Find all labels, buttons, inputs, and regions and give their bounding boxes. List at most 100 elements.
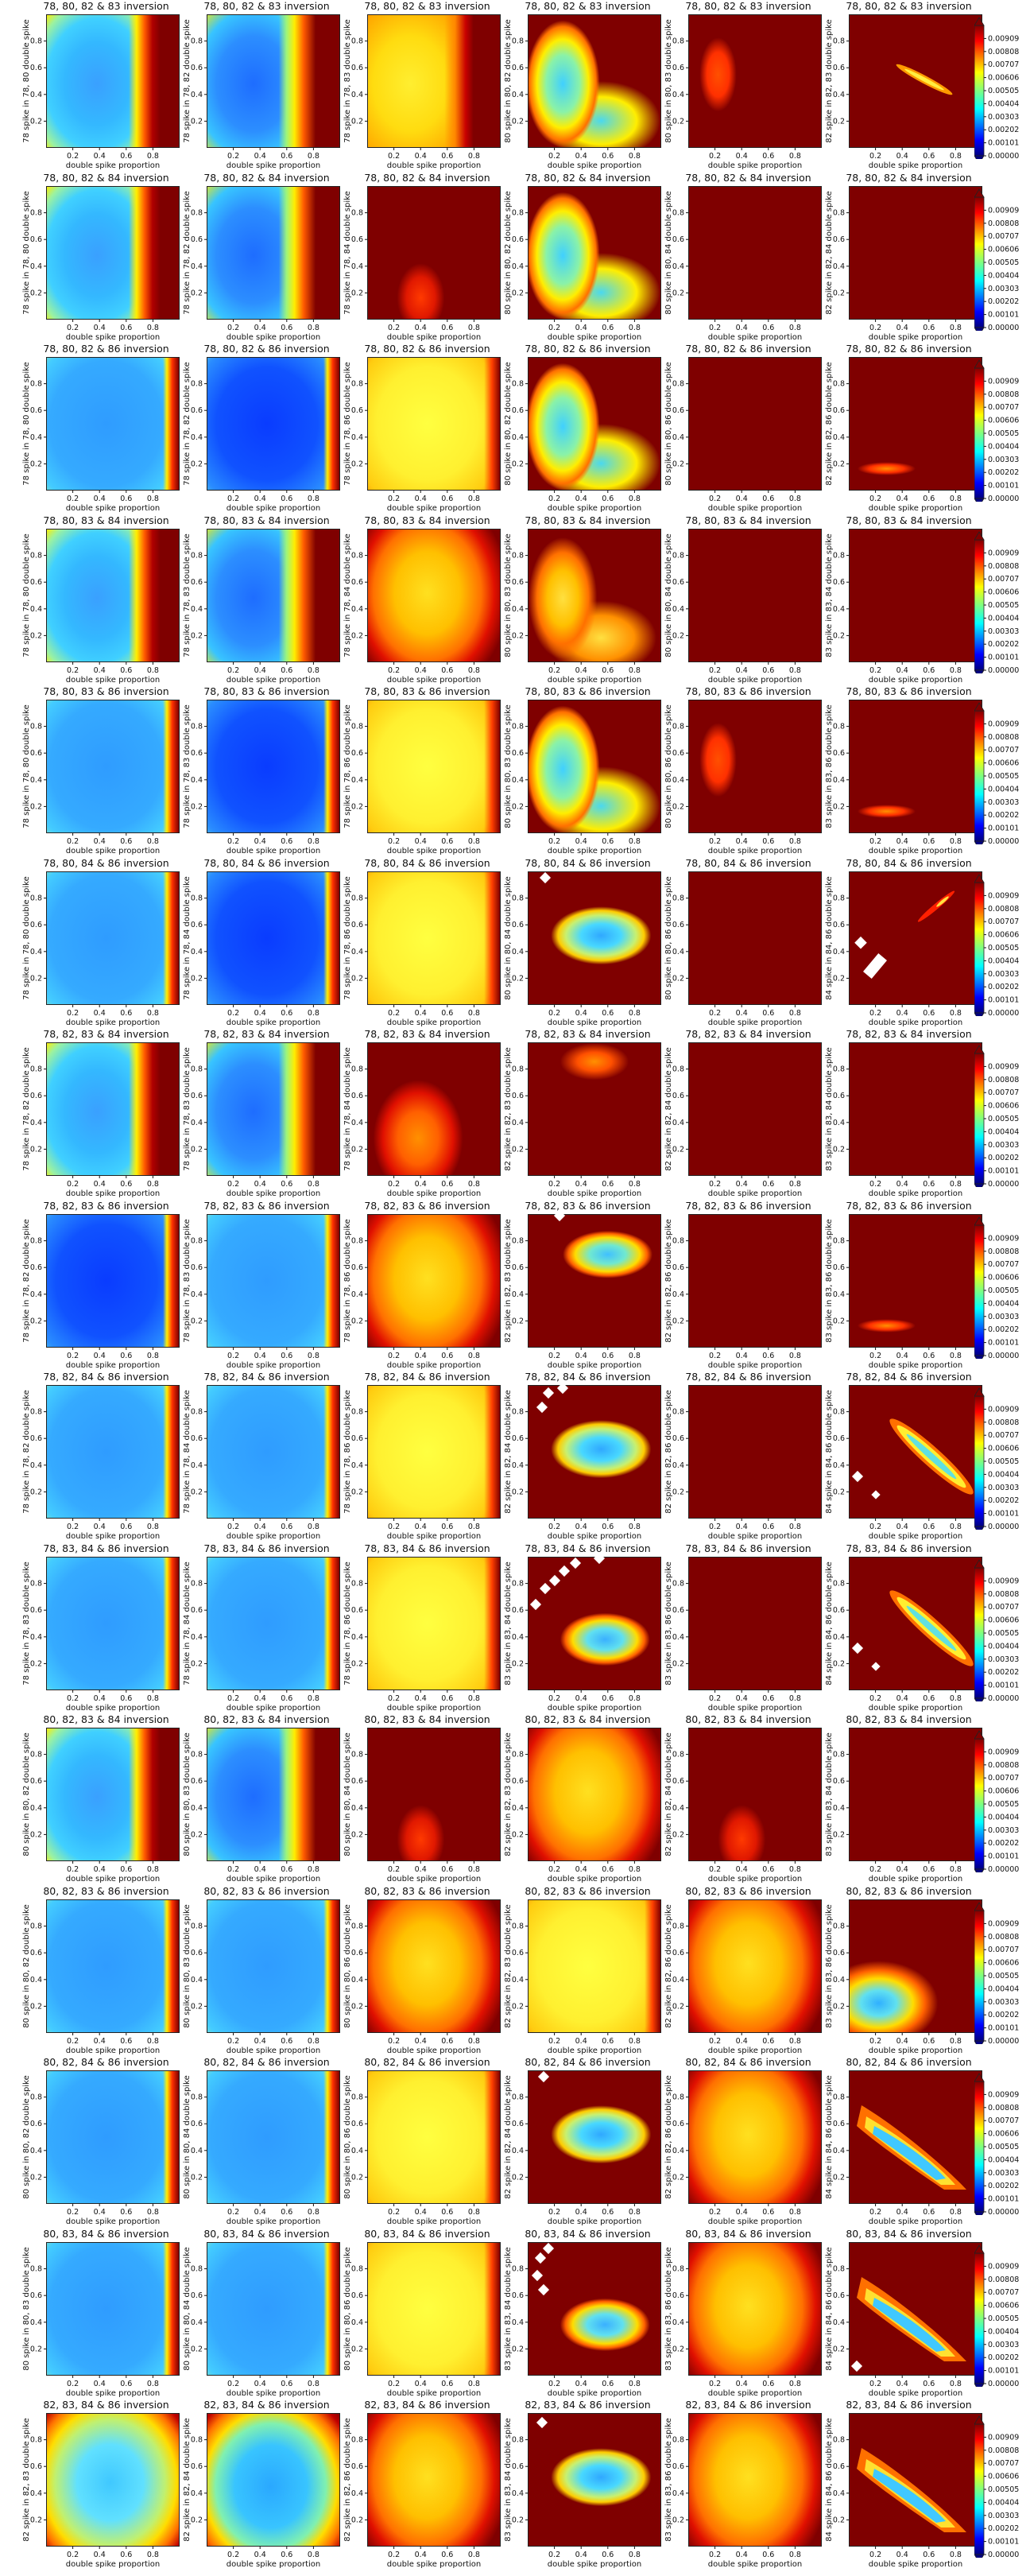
x-tick-label: 0.6	[602, 2380, 614, 2388]
colorbar-tick-label: 0.00606	[988, 1787, 1019, 1796]
y-tick-label: 0.6	[30, 749, 42, 758]
y-tick-label: 0.6	[512, 1949, 524, 1957]
y-tick-label: 0.8	[351, 208, 363, 217]
y-tick-label: 0.4	[351, 2147, 363, 2155]
x-tick-label: 0.4	[575, 2551, 587, 2559]
x-tick-label: 0.6	[281, 2380, 292, 2388]
x-tick-label: 0.2	[548, 1352, 560, 1360]
y-axis-label: 78 spike in 78, 86 double spike	[343, 1219, 352, 1342]
x-tick-label: 0.2	[869, 2208, 881, 2217]
x-axis-label: double spike proportion	[387, 161, 481, 170]
colorbar-tick-label: 0.00808	[988, 733, 1019, 742]
y-tick-label: 0.4	[351, 776, 363, 785]
y-axis-label: 78 spike in 78, 84 double spike	[183, 1390, 192, 1513]
x-axis-label: double spike proportion	[387, 2217, 481, 2226]
x-tick-label: 0.8	[629, 1694, 641, 1703]
y-tick-label: 0.6	[191, 1263, 203, 1272]
x-tick-label: 0.2	[548, 2037, 560, 2046]
colorbar-svg: 0.00909 0.00808 0.00707 0.00606 0.00505 0.004…	[974, 17, 1019, 165]
y-axis-label: 82 spike in 82, 86 double spike	[664, 1904, 673, 2027]
colorbar-tick-label: 0.00707	[988, 2288, 1019, 2297]
y-axis-label: 82 spike in 82, 83 double spike	[504, 1047, 513, 1170]
x-tick-label: 0.2	[388, 837, 400, 846]
y-tick-label: 0.6	[30, 406, 42, 415]
y-tick-label: 0.2	[672, 1830, 684, 1839]
panel-title: 80, 82, 83 & 86 inversion	[364, 1884, 490, 1897]
colorbar-tick-label: 0.00303	[988, 1997, 1019, 2006]
y-tick-label: 0.4	[351, 433, 363, 442]
x-tick-label: 0.4	[736, 1694, 748, 1703]
colorbar-tick-label: 0.00303	[988, 2340, 1019, 2349]
y-tick-label: 0.8	[512, 208, 524, 217]
x-axis-label: double spike proportion	[869, 2217, 962, 2226]
heatmap-panel: 78, 80, 82 & 84 inversion 0.2 0.2 0.4 0.4 0.6…	[183, 172, 342, 342]
y-tick-label: 0.6	[833, 2291, 845, 2300]
panel-title: 78, 80, 82 & 86 inversion	[43, 343, 169, 355]
x-tick-label: 0.6	[441, 2380, 453, 2388]
x-axis-label: double spike proportion	[66, 1189, 160, 1198]
colorbar-tick-label: 0.00606	[988, 759, 1019, 768]
x-axis-label: double spike proportion	[66, 1704, 160, 1713]
y-axis-label: 84 spike in 84, 86 double spike	[825, 2247, 834, 2370]
x-axis-label: double spike proportion	[548, 2046, 641, 2055]
y-tick-label: 0.6	[191, 64, 203, 72]
y-tick-label: 0.2	[351, 2173, 363, 2182]
y-tick-label: 0.6	[351, 1606, 363, 1615]
x-axis-label: double spike proportion	[548, 1875, 641, 1884]
y-tick-label: 0.8	[833, 380, 845, 389]
y-tick-label: 0.6	[191, 1777, 203, 1786]
x-tick-label: 0.2	[709, 1009, 721, 1018]
colorbar-svg: 0.00909 0.00808 0.00707 0.00606 0.00505 0.004…	[974, 1901, 1019, 2050]
colorbar: 0.00909 0.00808 0.00707 0.00606 0.00505 0.004…	[974, 1542, 1030, 1707]
y-tick-label: 0.6	[30, 1263, 42, 1272]
x-tick-label: 0.4	[575, 495, 587, 503]
heatmap-area	[528, 1728, 661, 1861]
y-tick-label: 0.8	[672, 551, 684, 560]
x-tick-label: 0.4	[415, 495, 427, 503]
y-tick-label: 0.4	[833, 2147, 845, 2155]
x-tick-label: 0.4	[254, 324, 266, 332]
colorbar-tick-label: 0.00707	[988, 232, 1019, 241]
y-tick-label: 0.6	[672, 1949, 684, 1957]
y-tick-label: 0.2	[833, 460, 845, 468]
x-tick-label: 0.8	[950, 152, 962, 161]
x-tick-label: 0.2	[388, 2037, 400, 2046]
x-tick-label: 0.4	[94, 2551, 106, 2559]
x-axis-label: double spike proportion	[869, 1361, 962, 1370]
x-tick-label: 0.2	[548, 1694, 560, 1703]
x-tick-label: 0.6	[441, 1694, 453, 1703]
panel-title: 78, 80, 84 & 86 inversion	[43, 856, 169, 869]
y-axis-label: 80 spike in 80, 86 double spike	[343, 1904, 352, 2027]
y-axis-label: 80 spike in 80, 83 double spike	[504, 704, 513, 828]
heatmap-area	[688, 1042, 822, 1176]
x-tick-label: 0.4	[94, 152, 106, 161]
y-tick-label: 0.4	[191, 262, 203, 270]
x-tick-label: 0.4	[254, 1865, 266, 1874]
colorbar-tick-label: 0.00000	[988, 1865, 1019, 1872]
heatmap-area	[46, 1385, 180, 1519]
panel-title: 78, 82, 83 & 84 inversion	[685, 1028, 811, 1040]
colorbar-tick-label: 0.00808	[988, 1589, 1019, 1598]
x-tick-label: 0.6	[762, 1865, 774, 1874]
x-axis-label: double spike proportion	[66, 2046, 160, 2055]
colorbar: 0.00909 0.00808 0.00707 0.00606 0.00505 0.004…	[974, 2228, 1030, 2392]
y-tick-label: 0.6	[672, 1263, 684, 1272]
heatmap-panel: 78, 80, 83 & 84 inversion 0.2 0.2 0.4 0.4 0.6…	[825, 514, 984, 685]
y-tick-label: 0.6	[512, 1434, 524, 1443]
x-tick-label: 0.8	[308, 1523, 319, 1531]
y-tick-label: 0.6	[833, 1092, 845, 1100]
y-tick-label: 0.8	[512, 2264, 524, 2273]
x-tick-label: 0.6	[281, 666, 292, 675]
x-axis-label: double spike proportion	[227, 1532, 320, 1541]
heatmap-panel: 78, 82, 83 & 86 inversion 0.2 0.2 0.4 0.4 0.6…	[183, 1200, 342, 1370]
x-axis-label: double spike proportion	[66, 2560, 160, 2569]
colorbar-tick-label: 0.00505	[988, 772, 1019, 781]
y-tick-label: 0.8	[512, 1236, 524, 1245]
heatmap-panel: 78, 80, 82 & 86 inversion 0.2 0.2 0.4 0.4 0.6…	[183, 343, 342, 513]
colorbar-tick-label: 0.00404	[988, 1984, 1019, 1993]
